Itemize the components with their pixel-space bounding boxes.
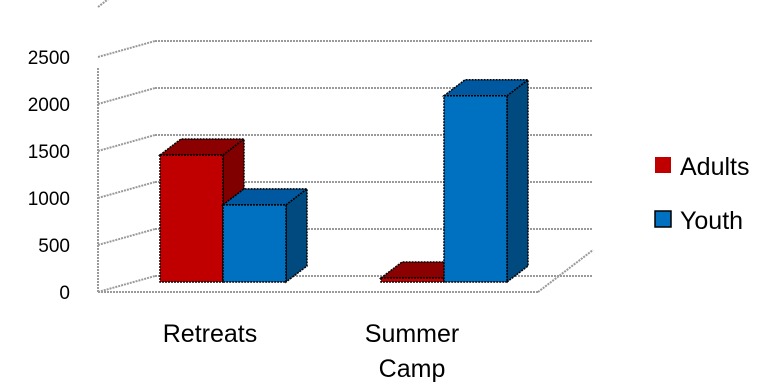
legend-swatch [655, 157, 671, 173]
chart-walls [97, 67, 594, 293]
x-category-label-line: Summer [365, 320, 459, 348]
legend-label: Adults [680, 153, 749, 181]
side-wall-gridline [97, 87, 156, 105]
bar [159, 154, 224, 283]
legend-swatch [654, 210, 672, 228]
legend: Adults Youth [654, 153, 749, 235]
bar [443, 95, 508, 283]
y-tick-label: 2000 [28, 95, 70, 116]
side-wall-gridline [97, 181, 156, 199]
x-axis-category-labels: Retreats Summer Camp [163, 320, 459, 383]
legend-label: Youth [680, 207, 743, 235]
x-category-label: Summer Camp [365, 320, 459, 383]
side-wall-gridline [97, 275, 156, 293]
y-tick-label: 0 [59, 283, 70, 304]
y-tick-label: 1500 [28, 142, 70, 163]
side-wall-gridline [97, 40, 156, 58]
y-axis-tick-labels: 0 500 1000 1500 2000 2500 [28, 48, 70, 304]
side-wall-gridline [97, 228, 156, 246]
bar [380, 277, 445, 283]
x-category-label: Retreats [163, 320, 257, 348]
y-tick-label: 500 [38, 236, 70, 257]
side-wall-gridline [97, 134, 156, 152]
bar [222, 204, 287, 283]
floor-right-edge [537, 249, 594, 293]
side-wall-gridline [97, 0, 109, 8]
bar-side [285, 187, 308, 284]
bars [157, 78, 531, 284]
x-category-label-line: Retreats [163, 320, 257, 348]
bar-side [506, 78, 529, 284]
y-tick-label: 1000 [28, 189, 70, 210]
y-tick-label: 2500 [28, 48, 70, 69]
x-category-label-line: Camp [379, 355, 446, 383]
